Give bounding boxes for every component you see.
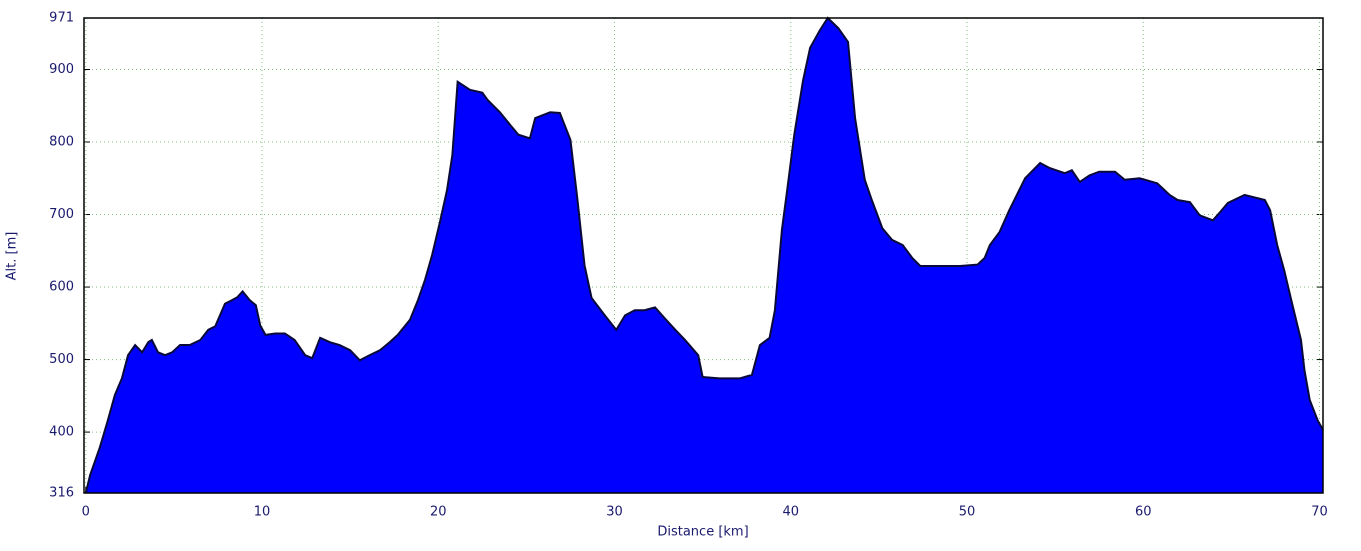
y-tick-label: 800 <box>49 135 74 150</box>
x-tick-label: 20 <box>430 505 447 520</box>
x-axis-label: Distance [km] <box>657 525 748 540</box>
y-tick-label: 600 <box>49 280 74 295</box>
x-tick-label: 70 <box>1311 505 1328 520</box>
area-line <box>84 16 1324 494</box>
area-fill <box>85 18 1323 493</box>
x-tick-label: 40 <box>782 505 799 520</box>
x-tick-label: 0 <box>82 505 90 520</box>
y-tick-label: 900 <box>49 62 74 77</box>
x-tick-label: 60 <box>1135 505 1152 520</box>
plot-frame <box>83 17 1324 494</box>
y-tick-label: 316 <box>49 486 74 501</box>
y-tick-label: 700 <box>49 207 74 222</box>
x-tick-label: 50 <box>959 505 976 520</box>
y-tick-label: 400 <box>49 425 74 440</box>
x-tick-label: 10 <box>254 505 271 520</box>
y-axis-label: Alt. [m] <box>5 232 20 281</box>
y-tick-label: 500 <box>49 352 74 367</box>
y-tick-label: 971 <box>49 11 74 26</box>
x-tick-label: 30 <box>606 505 623 520</box>
